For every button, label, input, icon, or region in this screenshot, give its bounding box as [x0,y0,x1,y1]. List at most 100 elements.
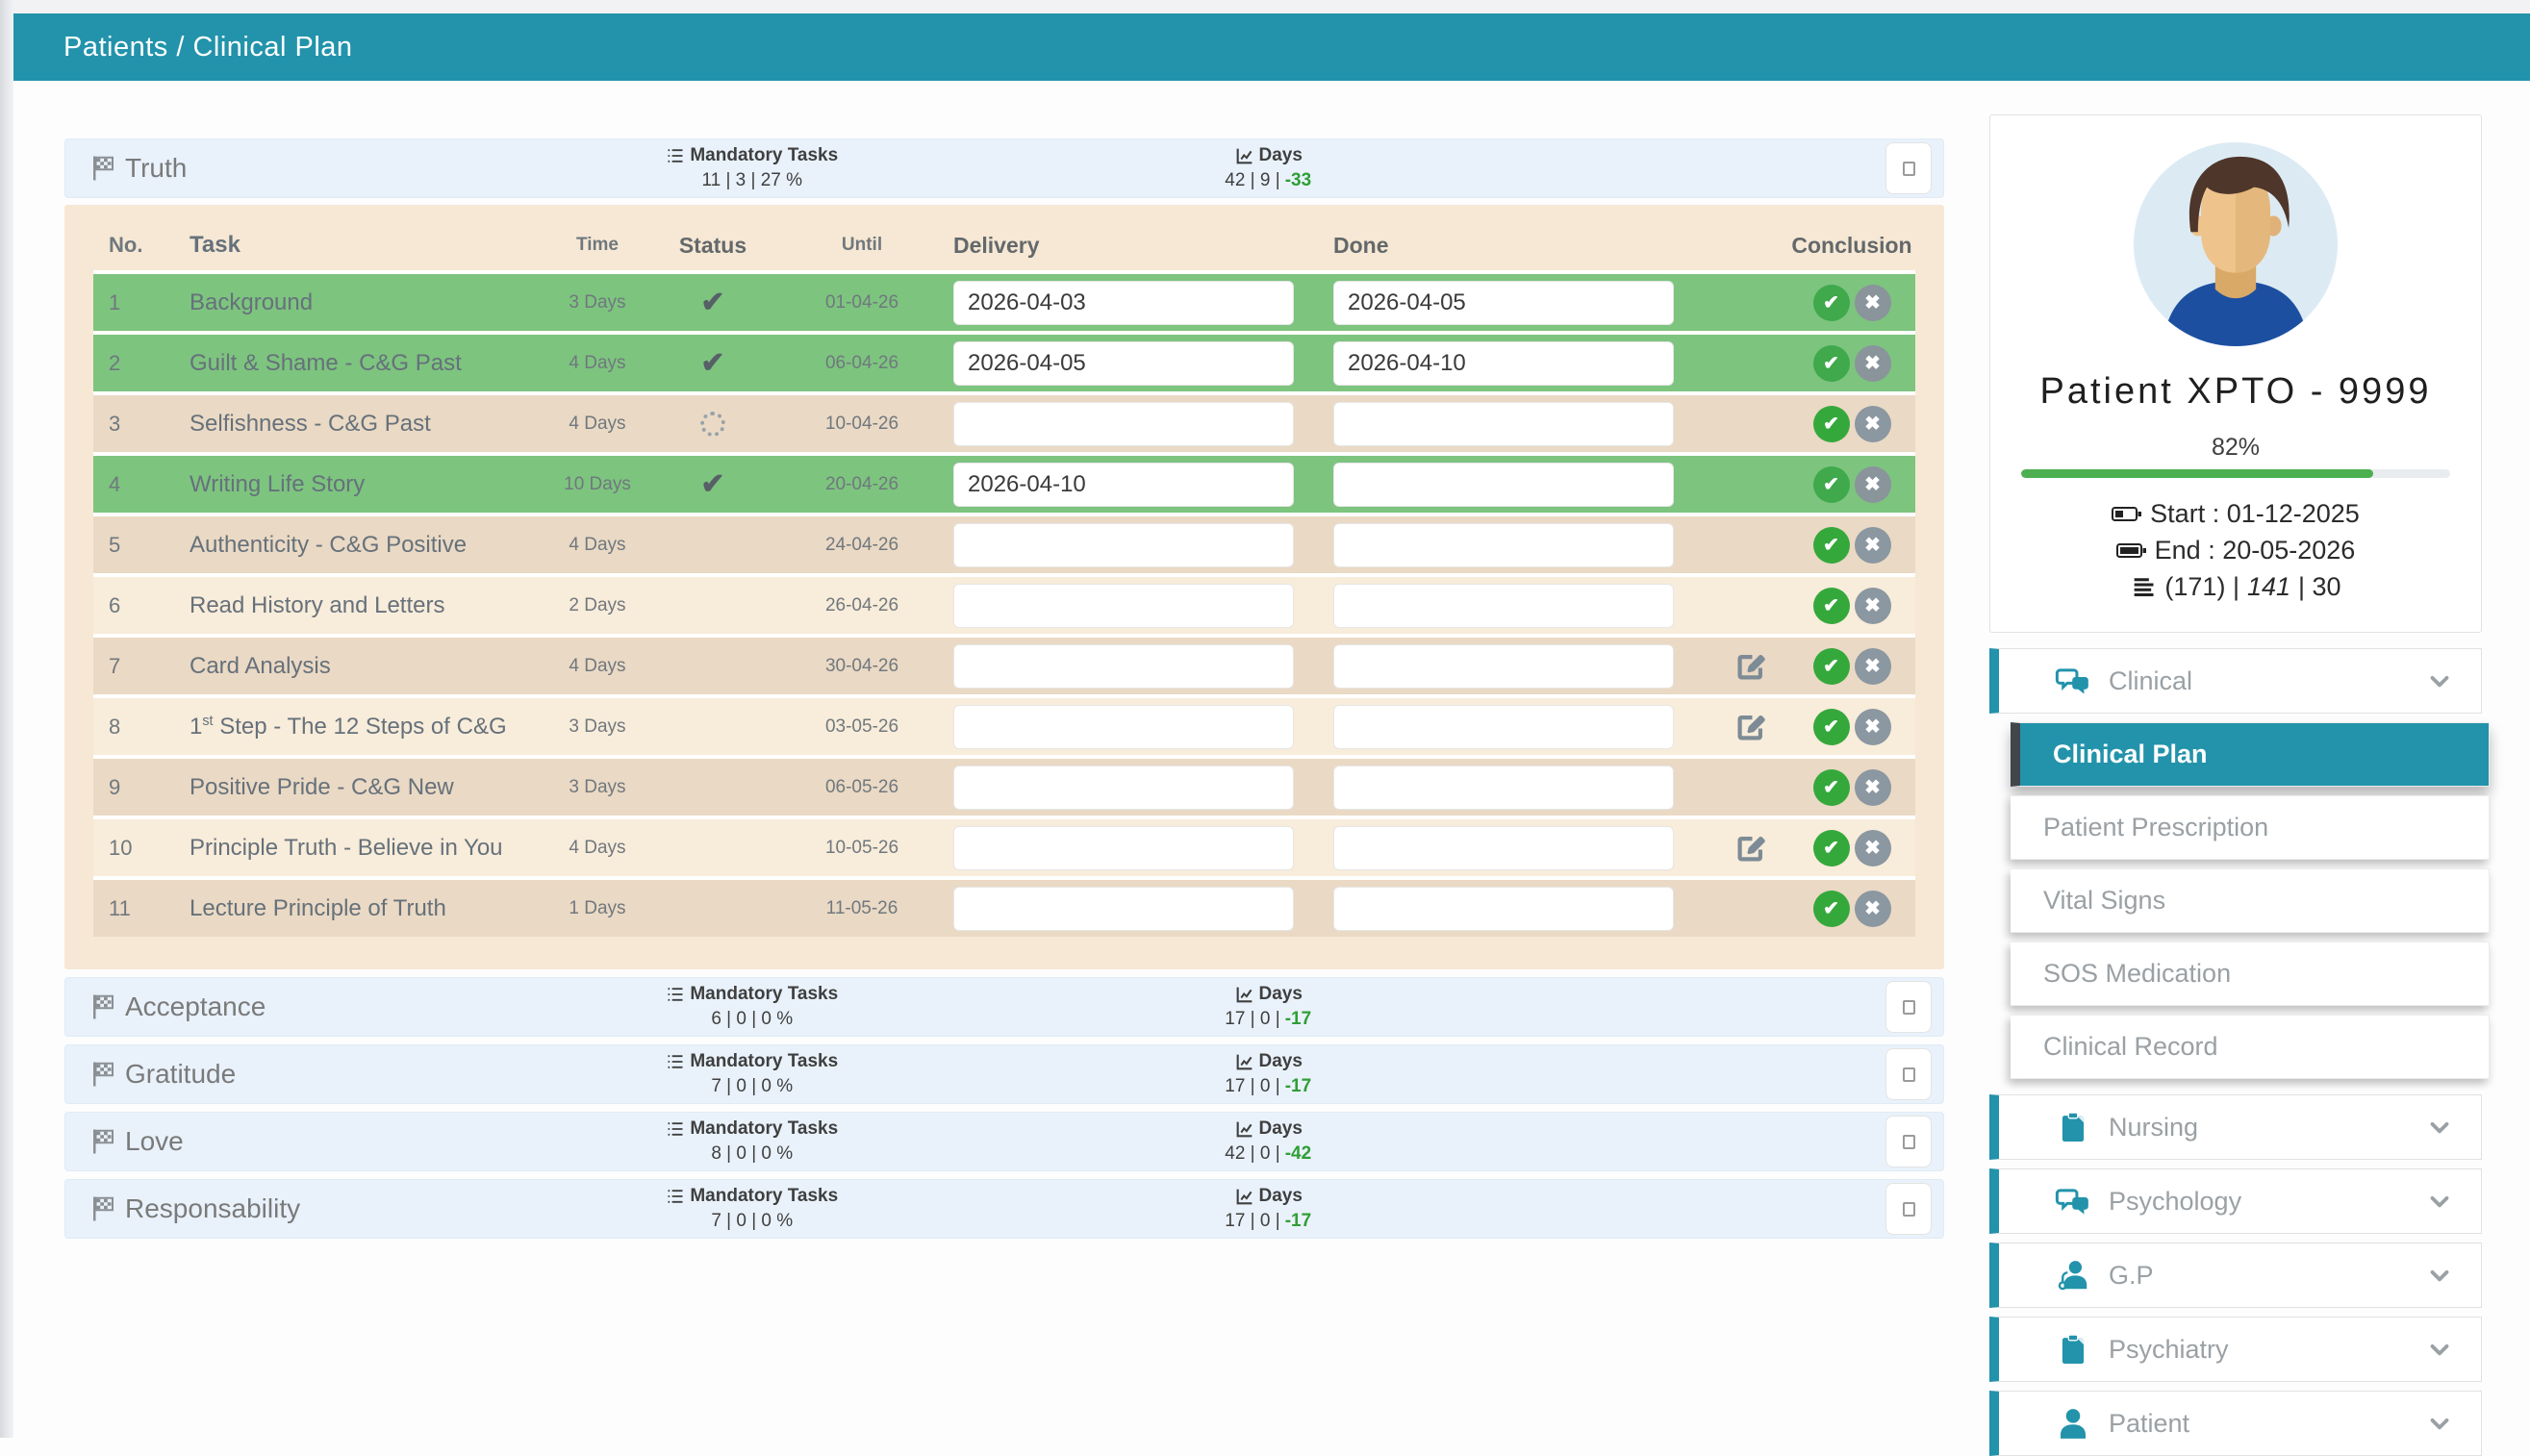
mandatory-tasks-label: Mandatory Tasks [690,984,839,1004]
submenu-item-clinical-record[interactable]: Clinical Record [2011,1015,2490,1079]
sidebar-item-g-p[interactable]: G.P [1989,1243,2482,1308]
delivery-input[interactable] [953,583,1294,628]
done-input[interactable] [1333,704,1674,749]
conclude-success-button[interactable]: ✔ [1812,708,1850,745]
battery-full-icon [2115,542,2146,558]
sessions-remaining: | 30 [2298,572,2341,601]
done-input[interactable] [1333,340,1674,386]
delivery-input[interactable] [953,765,1294,810]
conclude-success-button[interactable]: ✔ [1812,829,1850,866]
done-input[interactable] [1333,462,1674,507]
sidebar-item-nursing[interactable]: Nursing [1989,1094,2482,1160]
conclude-success-button[interactable]: ✔ [1812,284,1850,321]
chevron-down-icon [2430,676,2449,688]
done-input[interactable] [1333,522,1674,567]
conclude-success-button[interactable]: ✔ [1812,465,1850,503]
sessions-list-icon [2135,578,2154,597]
phase-panel-title: Responsability [89,1193,494,1224]
delivery-input[interactable] [953,462,1294,507]
conclude-success-button[interactable]: ✔ [1812,587,1850,624]
days-label: Days [1258,984,1303,1004]
conclude-fail-button[interactable]: ✖ [1854,647,1891,685]
delivery-input[interactable] [953,886,1294,931]
done-input[interactable] [1333,280,1674,325]
done-input[interactable] [1333,583,1674,628]
breadcrumb[interactable]: Patients / Clinical Plan [63,31,353,63]
conclude-fail-button[interactable]: ✖ [1854,344,1891,382]
conclude-fail-button[interactable]: ✖ [1854,708,1891,745]
truth-panel-title: Truth [89,153,494,184]
task-time: 2 Days [569,594,626,615]
delivery-input[interactable] [953,522,1294,567]
panel-title-text: Gratitude [125,1059,237,1089]
delivery-input[interactable] [953,340,1294,386]
sidebar-item-psychiatry[interactable]: Psychiatry [1989,1317,2482,1382]
chart-icon [1236,1189,1252,1204]
task-until-date: 20-04-26 [824,473,899,494]
edit-task-button[interactable] [1733,649,1768,684]
done-input[interactable] [1333,401,1674,446]
expand-phase-button[interactable] [1885,1048,1932,1100]
chevron-down-icon [2430,1418,2449,1430]
days-block: Days 17 | 0 | -17 [1010,1186,1526,1232]
conclude-success-button[interactable]: ✔ [1812,647,1850,685]
conclude-fail-button[interactable]: ✖ [1854,284,1891,321]
submenu-item-patient-prescription[interactable]: Patient Prescription [2011,795,2490,860]
expand-phase-button[interactable] [1885,981,1932,1033]
conclude-fail-button[interactable]: ✖ [1854,405,1891,442]
sidebar-item-patient[interactable]: Patient [1989,1391,2482,1456]
conclude-success-button[interactable]: ✔ [1812,405,1850,442]
conclude-fail-button[interactable]: ✖ [1854,829,1891,866]
end-date-line: End : 20-05-2026 [2021,532,2450,568]
conclude-success-button[interactable]: ✔ [1812,526,1850,564]
conclude-fail-button[interactable]: ✖ [1854,587,1891,624]
delivery-input[interactable] [953,825,1294,870]
submenu-item-sos-medication[interactable]: SOS Medication [2011,941,2490,1006]
done-input[interactable] [1333,886,1674,931]
checkered-flag-icon [93,994,114,1019]
conclude-fail-button[interactable]: ✖ [1854,890,1891,927]
task-list-icon [668,988,683,1001]
conclude-success-button[interactable]: ✔ [1812,344,1850,382]
done-input[interactable] [1333,643,1674,689]
delivery-input[interactable] [953,280,1294,325]
conclude-success-button[interactable]: ✔ [1812,890,1850,927]
expand-phase-button[interactable] [1885,1116,1932,1167]
table-row: 5 Authenticity - C&G Positive 4 Days 24-… [93,513,1915,573]
task-status: ✔ [655,467,771,501]
conclude-fail-button[interactable]: ✖ [1854,465,1891,503]
task-name: Background [190,289,314,315]
sidebar-item-psychology[interactable]: Psychology [1989,1168,2482,1234]
submenu-item-clinical-plan[interactable]: Clinical Plan [2011,722,2490,787]
conclude-success-button[interactable]: ✔ [1812,768,1850,806]
done-input[interactable] [1333,765,1674,810]
conclude-fail-button[interactable]: ✖ [1854,768,1891,806]
row-number: 3 [109,411,121,436]
expand-phase-button[interactable] [1885,1183,1932,1235]
menu-item-label: Psychology [2109,1186,2242,1216]
table-row: 8 1st Step - The 12 Steps of C&G 3 Days … [93,694,1915,755]
sidebar-item-clinical[interactable]: Clinical [1989,648,2482,714]
task-name: Principle Truth - Believe in You [190,834,503,861]
days-block: Days 17 | 0 | -17 [1010,984,1526,1030]
expand-truth-button[interactable] [1885,142,1932,194]
edit-task-button[interactable] [1733,710,1768,744]
done-input[interactable] [1333,825,1674,870]
chart-icon [1236,987,1252,1002]
mandatory-tasks-block: Mandatory Tasks 6 | 0 | 0 % [494,984,1010,1030]
end-date: End : 20-05-2026 [2154,536,2356,565]
delivery-input[interactable] [953,643,1294,689]
delivery-input[interactable] [953,704,1294,749]
mandatory-tasks-label: Mandatory Tasks [690,1186,839,1206]
submenu-item-vital-signs[interactable]: Vital Signs [2011,868,2490,933]
table-row: 2 Guilt & Shame - C&G Past 4 Days ✔ 06-0… [93,331,1915,391]
mandatory-tasks-block: Mandatory Tasks 11 | 3 | 27 % [494,145,1010,191]
task-until-date: 06-05-26 [824,776,899,797]
mandatory-tasks-block: Mandatory Tasks 7 | 0 | 0 % [494,1051,1010,1097]
mandatory-tasks-value: 11 | 3 | 27 % [701,170,803,190]
chevron-down-icon [2430,1270,2449,1282]
conclude-fail-button[interactable]: ✖ [1854,526,1891,564]
delivery-input[interactable] [953,401,1294,446]
checkered-flag-icon [93,156,114,181]
edit-task-button[interactable] [1733,831,1768,866]
